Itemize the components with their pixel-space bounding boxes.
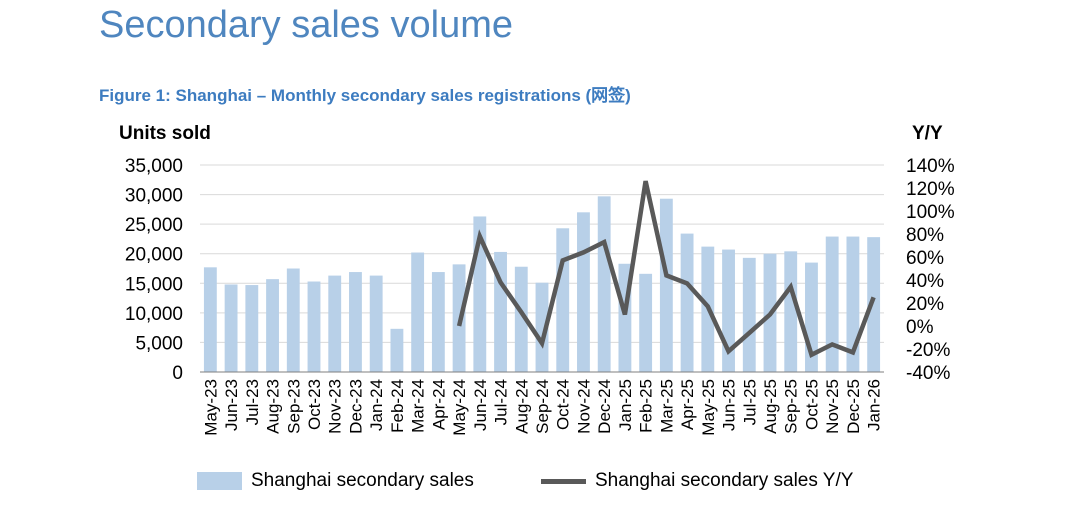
x-tick-label: Mar-25 [657, 379, 676, 433]
x-tick-label: Sep-24 [533, 379, 552, 434]
bar [556, 228, 570, 372]
bar [411, 252, 425, 372]
x-tick-label: Feb-24 [388, 379, 407, 433]
x-tick-label: Jun-24 [471, 379, 490, 431]
page-title: Secondary sales volume [99, 4, 513, 46]
bar [349, 272, 362, 372]
line-series [456, 180, 876, 359]
bar [286, 268, 300, 372]
y2-tick-label: 20% [906, 294, 944, 315]
bar [266, 279, 279, 372]
bar [784, 251, 798, 372]
x-tick-label: Jan-24 [367, 379, 386, 431]
y2-tick-label: 120% [906, 179, 955, 200]
bar [431, 272, 445, 372]
x-tick-label: May-25 [699, 379, 718, 436]
bar [659, 198, 673, 372]
y2-tick-label: 40% [906, 271, 944, 292]
y2-axis-ticks: -40%-20%0%20%40%60%80%100%120%140% [906, 156, 955, 384]
bar [742, 257, 756, 372]
x-tick-label: Oct-24 [554, 379, 573, 430]
bar [680, 233, 694, 372]
bar [203, 267, 217, 372]
x-tick-label: Dec-25 [844, 379, 863, 434]
y2-tick-label: -20% [906, 340, 950, 361]
bar [494, 251, 507, 372]
bar [639, 273, 653, 372]
x-tick-label: Jan-26 [865, 379, 884, 431]
y2-tick-label: 0% [906, 317, 934, 338]
y-tick-label: 0 [172, 363, 183, 384]
bar [867, 237, 881, 372]
x-tick-label: Dec-24 [595, 379, 614, 434]
x-tick-label: Jan-25 [616, 379, 635, 431]
x-tick-label: May-23 [201, 379, 220, 436]
y-axis-title: Units sold [119, 123, 211, 144]
bar [514, 266, 528, 372]
x-tick-label: Sep-23 [284, 379, 303, 434]
yoy-line [456, 180, 876, 359]
x-tick-label: May-24 [450, 379, 469, 436]
y2-tick-label: 100% [906, 202, 955, 223]
x-tick-label: Nov-23 [326, 379, 345, 434]
legend-swatch-line [541, 478, 586, 484]
y-tick-label: 10,000 [125, 304, 183, 325]
y2-tick-label: 140% [906, 156, 955, 177]
y2-tick-label: 80% [906, 225, 944, 246]
bar [390, 328, 404, 372]
bar [307, 281, 321, 372]
y-tick-label: 20,000 [125, 245, 183, 266]
x-tick-label: Mar-24 [409, 379, 428, 433]
x-tick-label: Nov-25 [823, 379, 842, 434]
bar [577, 212, 590, 372]
x-tick-label: Dec-23 [346, 379, 365, 434]
y-axis-ticks: 0 5,000 10,000 15,000 20,000 25,000 30,000 35,0… [125, 156, 183, 384]
x-tick-label: Nov-24 [574, 379, 593, 434]
legend-label-yoy: Shanghai secondary sales Y/Y [595, 470, 854, 491]
legend-item-sales: Shanghai secondary sales [197, 466, 474, 496]
x-tick-label: Sep-25 [782, 379, 801, 434]
x-tick-label: Apr-25 [678, 379, 697, 430]
x-tick-label: Oct-25 [802, 379, 821, 430]
x-tick-label: Aug-23 [264, 379, 283, 434]
bar [224, 284, 238, 372]
y-tick-label: 25,000 [125, 215, 183, 236]
bar-series [200, 196, 884, 373]
legend-swatch-bar [197, 472, 242, 490]
bar [245, 285, 259, 372]
y-tick-label: 15,000 [125, 274, 183, 295]
x-tick-label: Apr-24 [429, 379, 448, 430]
x-axis-ticks: May-23 Jun-23 Jul-23 Aug-23 Sep-23 Oct-23 Nov-… [201, 379, 883, 436]
y-tick-label: 5,000 [135, 333, 183, 354]
y2-tick-label: -40% [906, 363, 950, 384]
y-tick-label: 35,000 [125, 156, 183, 177]
x-tick-label: Jun-23 [222, 379, 241, 431]
y2-axis-title: Y/Y [912, 123, 943, 144]
legend-label-sales: Shanghai secondary sales [251, 470, 474, 491]
x-tick-label: Jul-23 [243, 379, 262, 425]
x-tick-label: Aug-25 [761, 379, 780, 434]
legend-item-yoy: Shanghai secondary sales Y/Y [541, 466, 853, 496]
figure-caption: Figure 1: Shanghai – Monthly secondary s… [99, 86, 631, 105]
y-tick-label: 30,000 [125, 186, 183, 207]
bar [597, 196, 611, 372]
bar [369, 275, 383, 372]
x-tick-label: Jul-25 [740, 379, 759, 425]
x-tick-label: Jun-25 [720, 379, 739, 431]
x-tick-label: Oct-23 [305, 379, 324, 430]
x-tick-label: Feb-25 [637, 379, 656, 433]
y2-tick-label: 60% [906, 248, 944, 269]
x-tick-label: Jul-24 [492, 379, 511, 425]
bar [825, 236, 839, 372]
x-tick-label: Aug-24 [512, 379, 531, 434]
bar [535, 282, 549, 372]
bar [328, 275, 342, 372]
